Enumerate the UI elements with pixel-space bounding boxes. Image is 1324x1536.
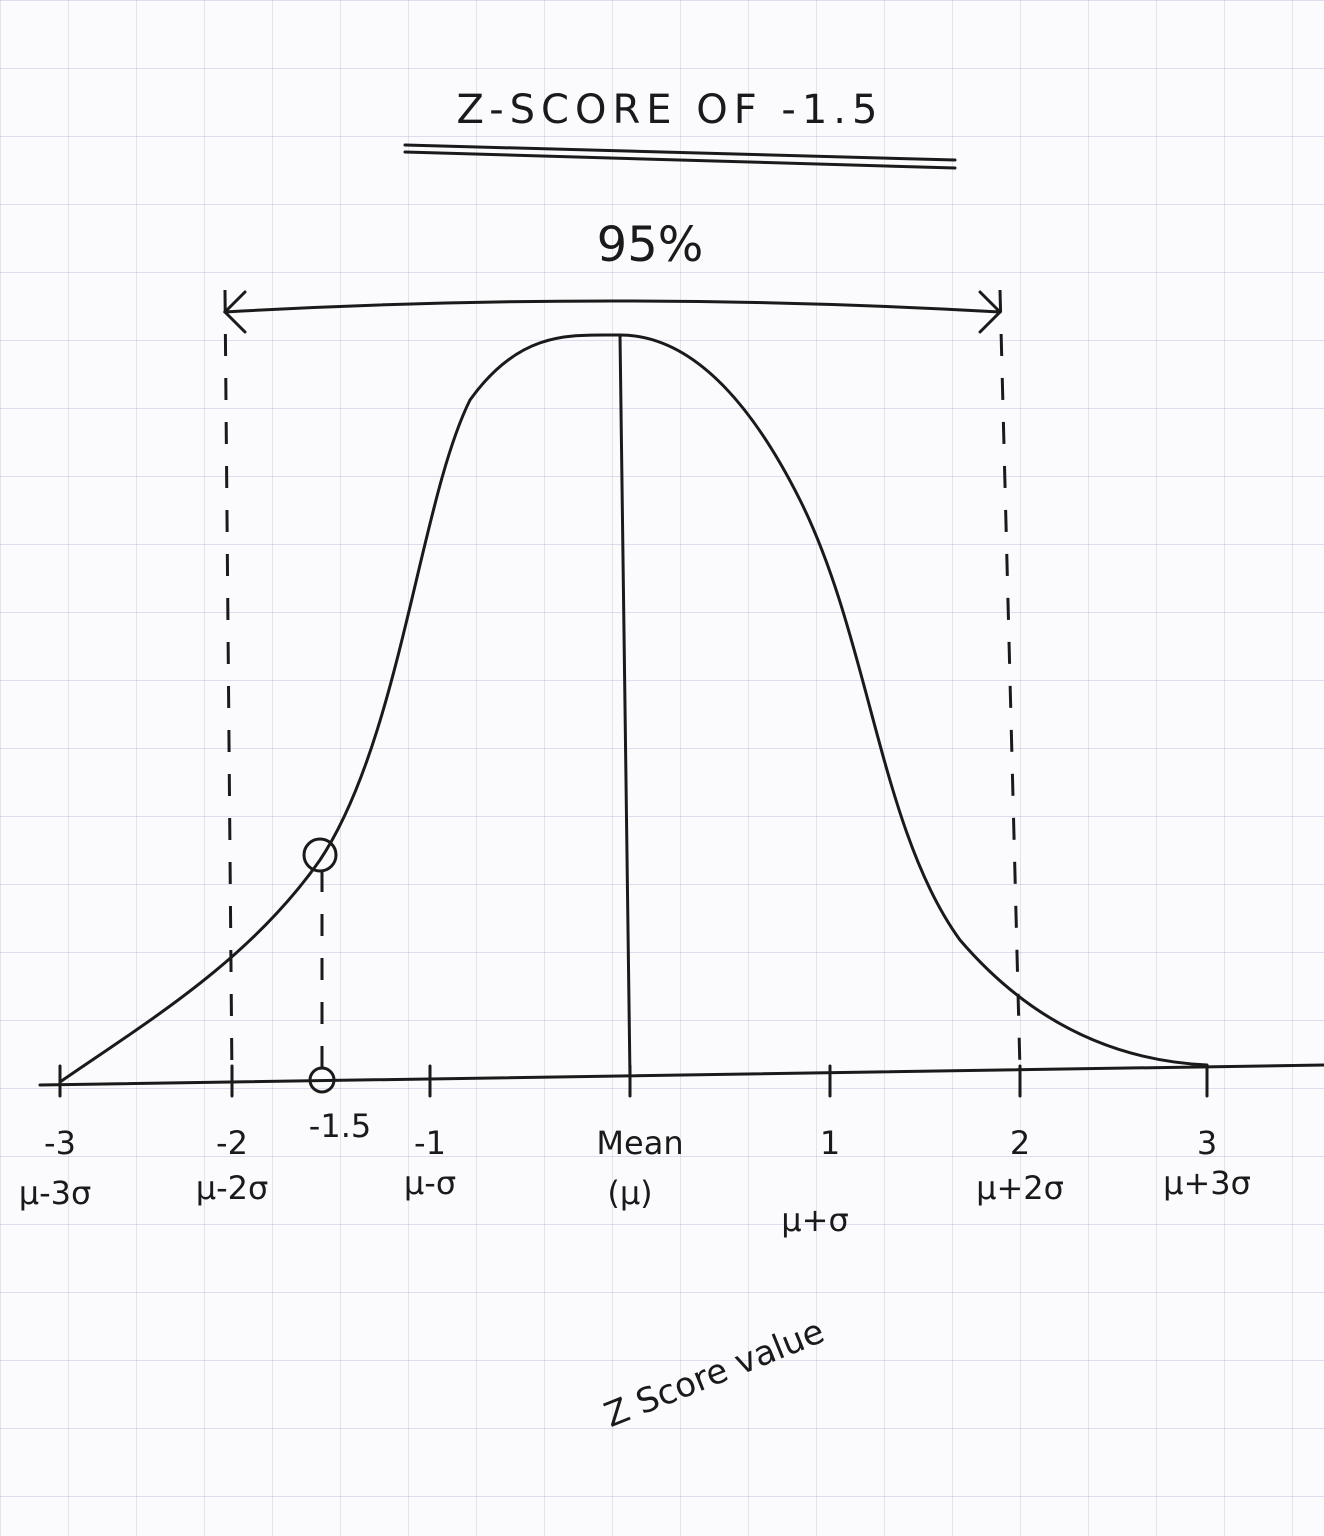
sigma-label: μ+2σ xyxy=(976,1169,1064,1207)
title-underline xyxy=(403,143,957,162)
axis-marker xyxy=(308,1066,336,1094)
sigma-label: μ-2σ xyxy=(196,1169,269,1207)
arrow-heads xyxy=(222,290,1003,334)
sigma-label: μ+3σ xyxy=(1163,1164,1251,1202)
tick-group: -3 μ-3σ -2 μ-2σ -1.5 -1μ-σ Mean (μ) 1 μ+σ 2 μ+2σ 3μ+… xyxy=(19,1064,1251,1239)
title-underline xyxy=(403,150,957,170)
mean-line xyxy=(618,333,632,1080)
annotation: 95% xyxy=(597,217,704,273)
sigma-label: (μ) xyxy=(607,1174,652,1212)
point-marker xyxy=(302,837,338,873)
range-arrow xyxy=(223,299,1002,314)
sigma-label: μ+σ xyxy=(781,1201,848,1239)
x-axis xyxy=(38,1063,1324,1087)
title: Z-SCORE OF -1.5 xyxy=(457,87,884,133)
z-label: -3 xyxy=(44,1124,76,1162)
z-label: -1.5 xyxy=(309,1107,371,1145)
z-label: -2 xyxy=(216,1124,248,1162)
z-label: 3 xyxy=(1197,1124,1217,1162)
axis-label: Z Score value xyxy=(599,1311,830,1435)
z-label: Mean xyxy=(596,1124,683,1162)
z-label: 1 xyxy=(820,1124,840,1162)
dashed-line xyxy=(998,289,1022,1071)
sigma-label: μ-σ xyxy=(404,1164,456,1202)
z-label: 2 xyxy=(1010,1124,1030,1162)
sigma-label: μ-3σ xyxy=(19,1174,92,1212)
z-label: -1 xyxy=(414,1124,446,1162)
